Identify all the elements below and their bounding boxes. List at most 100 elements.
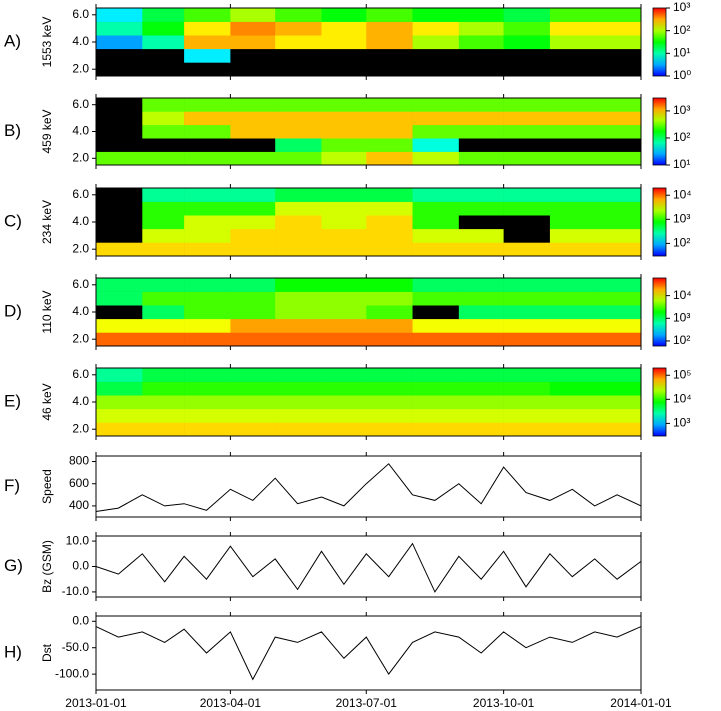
heatmap-cell [230, 228, 276, 243]
heatmap-cell [321, 228, 367, 243]
y-tick-label: 400 [69, 498, 89, 512]
line-series [95, 626, 642, 681]
heatmap-cell [549, 305, 596, 320]
heatmap-cell [184, 422, 231, 437]
heatmap-cell [321, 151, 367, 166]
heatmap-cell [275, 124, 322, 139]
heatmap-cell [366, 242, 413, 257]
heatmap-cell [275, 332, 322, 347]
y-axis-label: 110 keV [40, 290, 54, 333]
heatmap-cell [549, 8, 596, 22]
plot-frame [95, 615, 642, 691]
heatmap-cell [549, 35, 596, 50]
heatmap-cell [142, 278, 185, 292]
heatmap-cell [230, 408, 276, 423]
x-tick-label: 2013-07-01 [336, 696, 398, 710]
heatmap-cell [412, 422, 460, 437]
heatmap-cell [594, 242, 642, 257]
colorbar-tick-label: 10³ [673, 0, 690, 14]
panel: F) Speed 400 600 800 [4, 452, 642, 521]
colorbar-tick-label: 10³ [673, 416, 690, 430]
heatmap-cell [366, 318, 413, 333]
heatmap-cell [412, 124, 460, 139]
heatmap-cell [230, 278, 276, 292]
heatmap-cell [321, 188, 367, 202]
heatmap-cell [96, 98, 143, 112]
heatmap-cell [549, 201, 596, 216]
y-axis-label: Bz (GSM) [40, 540, 54, 593]
heatmap-cell [184, 368, 231, 382]
y-axis-label: 46 keV [40, 383, 54, 420]
heatmap-cell [503, 215, 551, 230]
heatmap-cell [275, 188, 322, 202]
heatmap-cell [321, 138, 367, 152]
colorbar [652, 367, 667, 437]
heatmap-cell [366, 111, 413, 126]
heatmap-cell [458, 62, 504, 77]
heatmap-cell [366, 332, 413, 347]
x-tick-label: 2013-01-01 [65, 696, 127, 710]
heatmap-cell [594, 408, 642, 423]
heatmap-cell [321, 48, 367, 63]
y-axis-label: 234 keV [40, 200, 54, 244]
colorbar-tick-label: 10² [673, 23, 690, 37]
heatmap-cell [412, 291, 460, 306]
heatmap-cell [594, 318, 642, 333]
panel: E) 46 keV 10³ 10⁴ 10⁵ 2.0 4.0 6.0 [4, 364, 692, 440]
heatmap-cell [184, 395, 231, 410]
heatmap-cell [142, 368, 185, 382]
heatmap-cell [230, 35, 276, 50]
heatmap-cell [184, 215, 231, 230]
heatmap-cell [503, 188, 551, 202]
heatmap-cell [594, 215, 642, 230]
colorbar-tick-label: 10¹ [673, 46, 690, 60]
panel: C) 234 keV 10² 10³ 10⁴ 2.0 4.0 6.0 [4, 184, 692, 260]
heatmap-cell [230, 151, 276, 166]
heatmap-cell [96, 291, 143, 306]
heatmap-cell [458, 278, 504, 292]
y-axis-label: 1553 keV [40, 17, 54, 68]
heatmap-cell [503, 368, 551, 382]
y-tick-label: 6.0 [72, 97, 89, 111]
heatmap-cell [96, 368, 143, 382]
y-tick-label: 800 [69, 454, 89, 468]
colorbar [652, 7, 667, 77]
heatmap-cell [321, 291, 367, 306]
heatmap-cell [503, 62, 551, 77]
heatmap-cell [275, 278, 322, 292]
heatmap-cell [412, 188, 460, 202]
heatmap-cell [503, 151, 551, 166]
heatmap-cell [458, 242, 504, 257]
heatmap-cell [184, 188, 231, 202]
heatmap-cell [503, 332, 551, 347]
heatmap-cell [366, 138, 413, 152]
heatmap-cell [458, 422, 504, 437]
heatmap-cell [321, 201, 367, 216]
heatmap-cell [142, 21, 185, 36]
heatmap-cell [184, 332, 231, 347]
panel-label: B) [4, 121, 21, 140]
heatmap-cell [321, 21, 367, 36]
heatmap-cell [184, 318, 231, 333]
heatmap-cell [549, 62, 596, 77]
heatmap-cell [458, 368, 504, 382]
panel: H) Dst-100.0 -50.0 0.0 2013-01-01 2013-04-01 2… [4, 612, 672, 710]
heatmap-cell [142, 48, 185, 63]
heatmap-cell [366, 124, 413, 139]
heatmap-cell [230, 422, 276, 437]
heatmap-cell [96, 228, 143, 243]
y-tick-label: -50.0 [62, 640, 90, 654]
y-axis-label: 459 keV [40, 109, 54, 153]
heatmap-cell [275, 48, 322, 63]
heatmap-cell [412, 201, 460, 216]
heatmap-cell [503, 124, 551, 139]
panel: D) 110 keV 10² 10³ 10⁴ 2.0 4.0 6.0 [4, 274, 692, 350]
heatmap-cell [184, 201, 231, 216]
heatmap-cell [594, 21, 642, 36]
heatmap-cell [366, 368, 413, 382]
heatmap-cell [96, 242, 143, 257]
heatmap-cell [184, 8, 231, 22]
heatmap-cell [321, 305, 367, 320]
line-series [95, 542, 642, 593]
heatmap-cell [321, 318, 367, 333]
